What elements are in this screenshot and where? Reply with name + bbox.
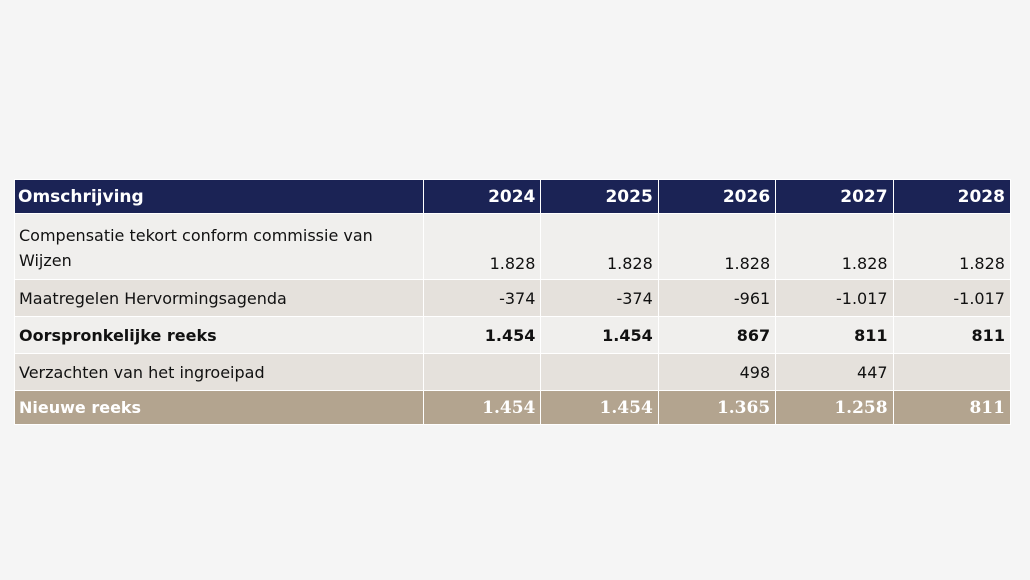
cell-value: 1.828 [540, 213, 659, 280]
row-label: Oorspronkelijke reeks [14, 316, 424, 354]
cell-value: -1.017 [775, 279, 894, 317]
cell-value: 1.454 [422, 390, 542, 425]
cell-value [540, 353, 659, 391]
cell-value: 1.828 [657, 213, 777, 280]
header-description: Omschrijving [14, 179, 424, 214]
cell-value: 811 [892, 316, 1011, 354]
cell-value: 1.828 [422, 213, 542, 280]
header-year-2027: 2027 [775, 179, 894, 214]
cell-value: 811 [775, 316, 894, 354]
table-row: Maatregelen Hervormingsagenda -374 -374 … [14, 279, 1011, 317]
table-row: Verzachten van het ingroeipad 498 447 [14, 353, 1011, 391]
row-label: Verzachten van het ingroeipad [14, 353, 424, 391]
cell-value: 811 [892, 390, 1011, 425]
cell-value [422, 353, 542, 391]
header-year-2028: 2028 [892, 179, 1011, 214]
row-label: Compensatie tekort conform commissie van… [14, 213, 424, 280]
cell-value: 1.454 [540, 316, 659, 354]
header-year-2025: 2025 [540, 179, 659, 214]
cell-value: 447 [775, 353, 894, 391]
budget-table-container: Omschrijving 2024 2025 2026 2027 2028 Co… [14, 179, 1011, 425]
cell-value: 1.454 [540, 390, 659, 425]
table-header-row: Omschrijving 2024 2025 2026 2027 2028 [14, 179, 1011, 214]
cell-value: 867 [657, 316, 777, 354]
cell-value: -961 [657, 279, 777, 317]
cell-value: 1.454 [422, 316, 542, 354]
row-label: Nieuwe reeks [14, 390, 424, 425]
cell-value: 1.828 [775, 213, 894, 280]
cell-value: -1.017 [892, 279, 1011, 317]
header-year-2024: 2024 [422, 179, 542, 214]
table-row: Compensatie tekort conform commissie van… [14, 213, 1011, 280]
table-total-row: Nieuwe reeks 1.454 1.454 1.365 1.258 811 [14, 390, 1011, 425]
cell-value: -374 [422, 279, 542, 317]
cell-value [892, 353, 1011, 391]
cell-value: 498 [657, 353, 777, 391]
row-label: Maatregelen Hervormingsagenda [14, 279, 424, 317]
cell-value: -374 [540, 279, 659, 317]
cell-value: 1.258 [775, 390, 894, 425]
header-year-2026: 2026 [657, 179, 777, 214]
cell-value: 1.828 [892, 213, 1011, 280]
table-row: Oorspronkelijke reeks 1.454 1.454 867 81… [14, 316, 1011, 354]
cell-value: 1.365 [657, 390, 777, 425]
budget-table: Omschrijving 2024 2025 2026 2027 2028 Co… [14, 179, 1011, 425]
